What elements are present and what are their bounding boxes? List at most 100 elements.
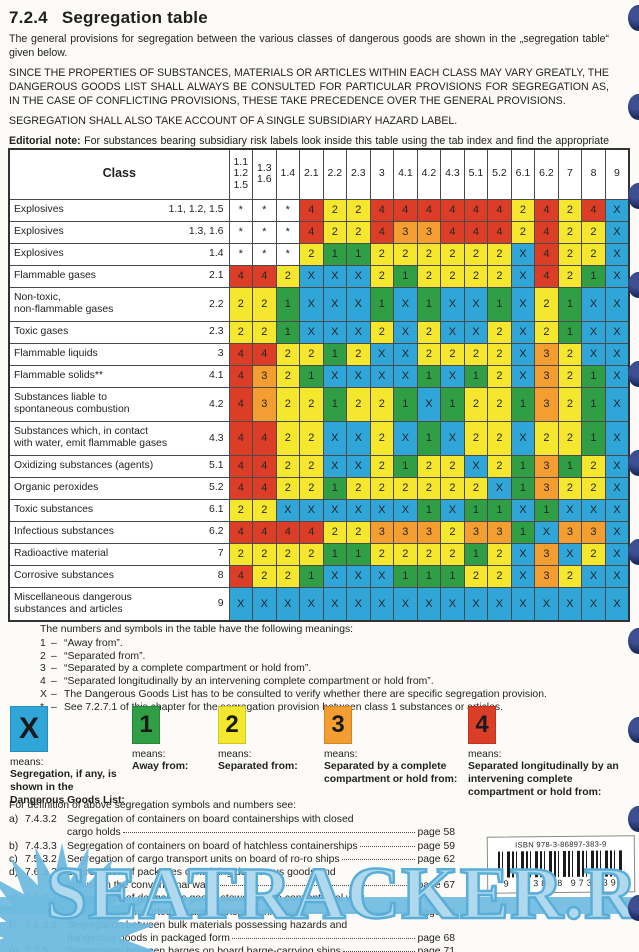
row-class-number: 4.2 bbox=[209, 398, 224, 410]
legend-item-2: 2 means: Separated from: bbox=[218, 706, 336, 773]
segregation-cell: 4 bbox=[228, 454, 254, 478]
segregation-cell: X bbox=[322, 498, 348, 522]
segregation-cell: 2 bbox=[416, 454, 442, 478]
intro-paragraph-1: The general provisions for segregation b… bbox=[9, 33, 609, 59]
segregation-cell: 2 bbox=[275, 342, 301, 366]
segregation-cell: 1 bbox=[322, 342, 348, 366]
segregation-cell: 2 bbox=[252, 564, 277, 588]
segregation-cell: 2 bbox=[252, 498, 277, 522]
segregation-cell: 3 bbox=[534, 364, 559, 388]
segregation-cell: * bbox=[252, 242, 277, 266]
segregation-cell: 1 bbox=[557, 320, 583, 344]
table-row-class-1.3-1.6: Explosives 1.3, 1.6 * * * 4 2 2 4 3 3 4 4 4 2 4 2 2 X bbox=[8, 220, 630, 244]
segregation-cell: X bbox=[487, 476, 512, 500]
definition-ref: 7.4.3.2 bbox=[25, 814, 57, 826]
definition-text-line: dangerous goods in packaged form bbox=[67, 933, 230, 945]
section-title: Segregation table bbox=[61, 8, 208, 27]
segregation-cell: X bbox=[604, 364, 630, 388]
segregation-cell: 2 bbox=[346, 476, 371, 500]
segregation-cell: 4 bbox=[252, 342, 277, 366]
legend-means-label: means: bbox=[468, 749, 502, 760]
legend-meaning-text: Separated from: bbox=[218, 761, 298, 772]
definition-text-line: Segregation of cargo transport units on … bbox=[67, 853, 340, 865]
segregation-cell: 2 bbox=[299, 386, 324, 422]
segregation-cell: X bbox=[581, 320, 606, 344]
segregation-cell: 4 bbox=[252, 264, 277, 288]
table-row-class-2.2: Non-toxic, non-flammable gases 2.2 2 2 1 X X X 1… bbox=[8, 286, 630, 322]
spiral-binding-hole bbox=[628, 806, 639, 832]
column-header-6.1: 6.1 bbox=[510, 148, 536, 200]
row-label: Non-toxic, non-flammable gases 2.2 bbox=[8, 286, 230, 322]
row-substance-name: Substances which, in contact with water,… bbox=[14, 426, 168, 449]
segregation-cell: 2 bbox=[252, 542, 277, 566]
row-label: Toxic gases 2.3 bbox=[8, 320, 230, 344]
meaning-text: “Away from”. bbox=[64, 637, 123, 649]
segregation-cell: X bbox=[440, 286, 465, 322]
segregation-cell: 2 bbox=[393, 542, 418, 566]
segregation-cell: 2 bbox=[416, 342, 442, 366]
segregation-cell: 2 bbox=[557, 264, 583, 288]
segregation-cell: X bbox=[557, 586, 583, 622]
column-header-2.3: 2.3 bbox=[346, 148, 371, 200]
intro-section: 7.2.4 Segregation table The general provi… bbox=[9, 8, 609, 169]
column-header-4.1: 4.1 bbox=[393, 148, 418, 200]
column-header-7: 7 bbox=[557, 148, 583, 200]
section-number: 7.2.4 bbox=[9, 8, 48, 27]
segregation-cell: 2 bbox=[440, 342, 465, 366]
segregation-cell: X bbox=[440, 420, 465, 456]
column-header-3: 3 bbox=[369, 148, 395, 200]
segregation-cell: 2 bbox=[346, 220, 371, 244]
segregation-cell: X bbox=[322, 320, 348, 344]
segregation-cell: X bbox=[604, 242, 630, 266]
segregation-cell: 2 bbox=[557, 342, 583, 366]
segregation-cell: X bbox=[557, 498, 583, 522]
segregation-cell: 4 bbox=[228, 420, 254, 456]
segregation-cell: 2 bbox=[416, 320, 442, 344]
definition-page-ref: page 71 bbox=[417, 946, 455, 952]
segregation-cell: X bbox=[604, 586, 630, 622]
segregation-cell: 1 bbox=[346, 242, 371, 266]
segregation-cell: X bbox=[581, 342, 606, 366]
barcode-image bbox=[497, 850, 625, 878]
row-label: Explosives 1.4 bbox=[8, 242, 230, 266]
isbn-number: ISBN 978-3-86897-383-9 bbox=[515, 839, 607, 850]
isbn-label: ISBN 978-3-86897-383-9 9 783868 973839 bbox=[486, 835, 636, 894]
segregation-cell: 2 bbox=[346, 386, 371, 422]
segregation-cell: 4 bbox=[228, 564, 254, 588]
segregation-cell: 1 bbox=[393, 454, 418, 478]
meanings-section: The numbers and symbols in the table hav… bbox=[40, 624, 609, 715]
segregation-cell: 1 bbox=[440, 564, 465, 588]
spiral-binding-hole bbox=[628, 717, 639, 743]
segregation-cell: * bbox=[275, 198, 301, 222]
segregation-table: Class 1.1 1.2 1.5 1.3 1.6 1.4 2.1 2.2 2.3 3 4.1 4.2… bbox=[8, 148, 630, 622]
segregation-cell: 4 bbox=[252, 420, 277, 456]
row-substance-name: Radioactive material bbox=[14, 548, 109, 560]
segregation-cell: 1 bbox=[322, 476, 348, 500]
segregation-cell: 4 bbox=[534, 220, 559, 244]
segregation-cell: 2 bbox=[393, 476, 418, 500]
row-substance-name: Flammable gases bbox=[14, 270, 97, 282]
segregation-cell: 1 bbox=[581, 420, 606, 456]
segregation-cell: 3 bbox=[534, 342, 559, 366]
meaning-dash: – bbox=[51, 701, 57, 713]
row-class-number: 1.3, 1.6 bbox=[188, 226, 224, 238]
meaning-symbol: 2 bbox=[40, 650, 46, 662]
watermark-band bbox=[0, 897, 639, 914]
segregation-cell: X bbox=[252, 586, 277, 622]
legend-meaning-text: Segregation, if any, is shown in the Dan… bbox=[10, 769, 125, 806]
segregation-cell: 2 bbox=[463, 342, 489, 366]
definition-text-line: Segregation of containers on board of ha… bbox=[67, 840, 358, 852]
segregation-cell: 2 bbox=[557, 564, 583, 588]
segregation-cell: 2 bbox=[557, 242, 583, 266]
row-label: Radioactive material 7 bbox=[8, 542, 230, 566]
segregation-cell: X bbox=[440, 498, 465, 522]
segregation-cell: X bbox=[604, 542, 630, 566]
segregation-cell: X bbox=[510, 364, 536, 388]
row-label: Substances which, in contact with water,… bbox=[8, 420, 230, 456]
meaning-dash: – bbox=[51, 676, 57, 688]
segregation-cell: X bbox=[604, 320, 630, 344]
segregation-cell: X bbox=[604, 198, 630, 222]
segregation-cell: X bbox=[322, 264, 348, 288]
segregation-cell: 1 bbox=[510, 476, 536, 500]
